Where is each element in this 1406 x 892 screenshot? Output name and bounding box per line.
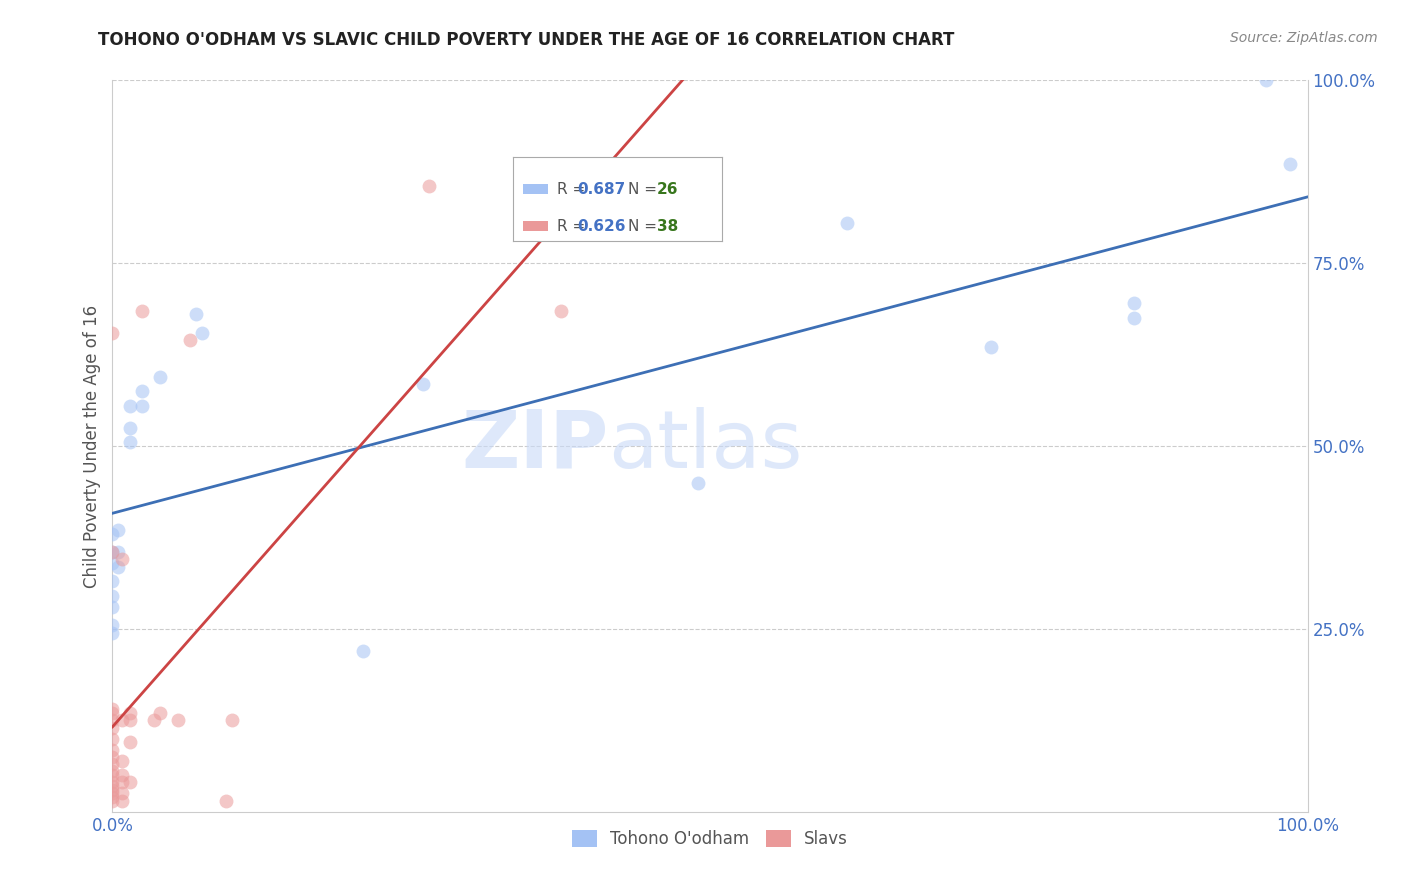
Legend: Tohono O'odham, Slavs: Tohono O'odham, Slavs	[565, 823, 855, 855]
Point	[120, 775, 142, 789]
Point	[149, 369, 172, 384]
Point	[101, 775, 124, 789]
Point	[1254, 73, 1277, 87]
Point	[101, 545, 124, 559]
Point	[101, 556, 124, 570]
Point	[101, 574, 124, 589]
Point	[688, 475, 710, 490]
Point	[107, 545, 129, 559]
Point	[412, 376, 434, 391]
Text: Source: ZipAtlas.com: Source: ZipAtlas.com	[1230, 31, 1378, 45]
Text: atlas: atlas	[609, 407, 803, 485]
Point	[101, 764, 124, 779]
Point	[149, 706, 172, 720]
Point	[131, 384, 153, 399]
Point	[107, 523, 129, 537]
Point	[186, 307, 208, 321]
Point	[101, 326, 124, 340]
Point	[101, 757, 124, 772]
Point	[101, 702, 124, 716]
Point	[550, 303, 572, 318]
Point	[101, 782, 124, 797]
Point	[101, 589, 124, 603]
Point	[107, 559, 129, 574]
Point	[101, 790, 124, 805]
Point	[352, 644, 374, 658]
Text: ZIP: ZIP	[461, 407, 609, 485]
Point	[101, 768, 124, 782]
Point	[111, 754, 134, 768]
Point	[111, 552, 134, 566]
Point	[111, 794, 134, 808]
Text: TOHONO O'ODHAM VS SLAVIC CHILD POVERTY UNDER THE AGE OF 16 CORRELATION CHART: TOHONO O'ODHAM VS SLAVIC CHILD POVERTY U…	[98, 31, 955, 49]
Point	[120, 435, 142, 450]
Point	[120, 421, 142, 435]
Point	[191, 326, 214, 340]
Point	[101, 749, 124, 764]
Point	[120, 714, 142, 728]
Point	[101, 618, 124, 632]
Point	[167, 714, 190, 728]
Point	[215, 794, 238, 808]
Point	[120, 735, 142, 749]
Point	[101, 599, 124, 614]
Point	[120, 399, 142, 413]
Point	[837, 216, 859, 230]
Point	[101, 742, 124, 756]
Point	[101, 714, 124, 728]
Point	[101, 706, 124, 720]
Point	[1123, 296, 1146, 310]
Point	[101, 545, 124, 559]
Point	[418, 179, 440, 194]
Point	[179, 333, 201, 347]
Point	[143, 714, 166, 728]
Point	[101, 526, 124, 541]
Point	[101, 787, 124, 801]
Point	[101, 794, 124, 808]
Y-axis label: Child Poverty Under the Age of 16: Child Poverty Under the Age of 16	[83, 304, 101, 588]
Point	[111, 768, 134, 782]
Point	[1123, 310, 1146, 325]
Point	[120, 706, 142, 720]
Point	[131, 303, 153, 318]
Point	[101, 779, 124, 793]
Point	[111, 714, 134, 728]
Point	[101, 731, 124, 746]
Point	[101, 625, 124, 640]
Point	[980, 340, 1002, 354]
Point	[131, 399, 153, 413]
Point	[1278, 157, 1301, 171]
Point	[101, 721, 124, 735]
Point	[111, 775, 134, 789]
Point	[221, 714, 243, 728]
Point	[111, 787, 134, 801]
